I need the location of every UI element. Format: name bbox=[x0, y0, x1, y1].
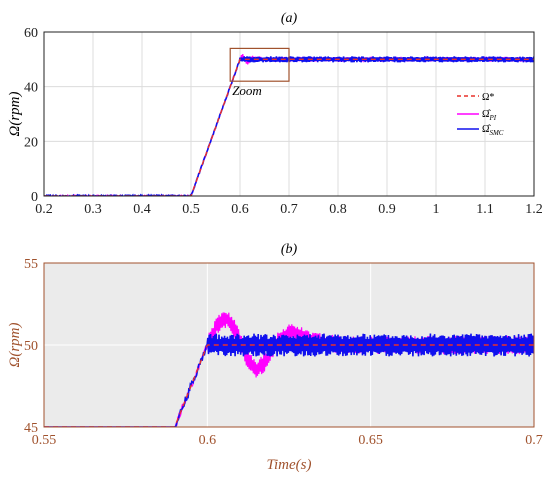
legend-label-pi: Ω̂PI bbox=[482, 109, 497, 122]
y-tick-label: 55 bbox=[24, 257, 38, 272]
y-tick-label: 45 bbox=[24, 421, 38, 436]
x-tick-label: 0.6 bbox=[199, 433, 217, 448]
panel-b-ticks: 0.55 0.6 0.65 0.7 45 50 55 bbox=[24, 257, 543, 448]
y-tick-label: 60 bbox=[24, 26, 38, 41]
legend-label-ref: Ω* bbox=[482, 92, 494, 103]
zoom-label: Zoom bbox=[232, 83, 262, 98]
x-tick-label: 0.4 bbox=[133, 202, 151, 217]
x-tick-label: 1.2 bbox=[525, 202, 543, 217]
x-tick-label: 0.3 bbox=[84, 202, 102, 217]
zoom-box bbox=[229, 47, 290, 82]
panel-a: (a) 0.2 0.3 0.4 0.5 0.6 0.7 0.8 0.9 1 1.1 1.2 0 20 40… bbox=[7, 11, 543, 217]
x-tick-label: 0.9 bbox=[378, 202, 396, 217]
series-line-reference bbox=[44, 344, 534, 427]
x-tick-label: 0.8 bbox=[329, 202, 347, 217]
panel-b-frame bbox=[43, 262, 535, 428]
x-tick-label: 0.6 bbox=[231, 202, 249, 217]
legend-label-smc: Ω̂SMC bbox=[482, 124, 504, 137]
y-tick-label: 20 bbox=[24, 135, 38, 150]
panel-b-xlabel: Time(s) bbox=[267, 457, 312, 473]
panel-a-ylabel: Ω(rpm) bbox=[7, 91, 23, 136]
legend-item-pi: Ω̂PI bbox=[457, 109, 497, 122]
x-tick-label: 0.2 bbox=[35, 202, 53, 217]
legend-item-ref: Ω* bbox=[457, 92, 494, 103]
legend-item-smc: Ω̂SMC bbox=[457, 124, 504, 137]
x-tick-label: 0.7 bbox=[525, 433, 543, 448]
panel-a-ticks: 0.2 0.3 0.4 0.5 0.6 0.7 0.8 0.9 1 1.1 1.2 0 20 40 60 bbox=[24, 26, 543, 217]
panel-a-title: (a) bbox=[281, 11, 298, 26]
x-tick-label: 1.1 bbox=[476, 202, 494, 217]
x-tick-label: 0.55 bbox=[32, 433, 57, 448]
series-line-reference bbox=[44, 58, 534, 196]
y-tick-label: 40 bbox=[24, 81, 38, 96]
panel-b-ylabel: Ω(rpm) bbox=[7, 322, 23, 367]
panel-b-title: (b) bbox=[281, 242, 298, 257]
y-tick-label: 0 bbox=[31, 190, 38, 205]
x-tick-label: 0.65 bbox=[358, 433, 383, 448]
panel-b-series bbox=[44, 312, 534, 427]
panel-a-legend: Ω* Ω̂PI Ω̂SMC bbox=[457, 92, 504, 137]
y-tick-label: 50 bbox=[24, 339, 38, 354]
panel-a-frame bbox=[43, 31, 535, 197]
x-tick-label: 1 bbox=[433, 202, 440, 217]
x-tick-label: 0.7 bbox=[280, 202, 298, 217]
panel-b: (b) 0.55 0.6 0.65 0.7 45 50 55 Ω(rpm) Time(s) bbox=[7, 242, 543, 473]
x-tick-label: 0.5 bbox=[182, 202, 200, 217]
